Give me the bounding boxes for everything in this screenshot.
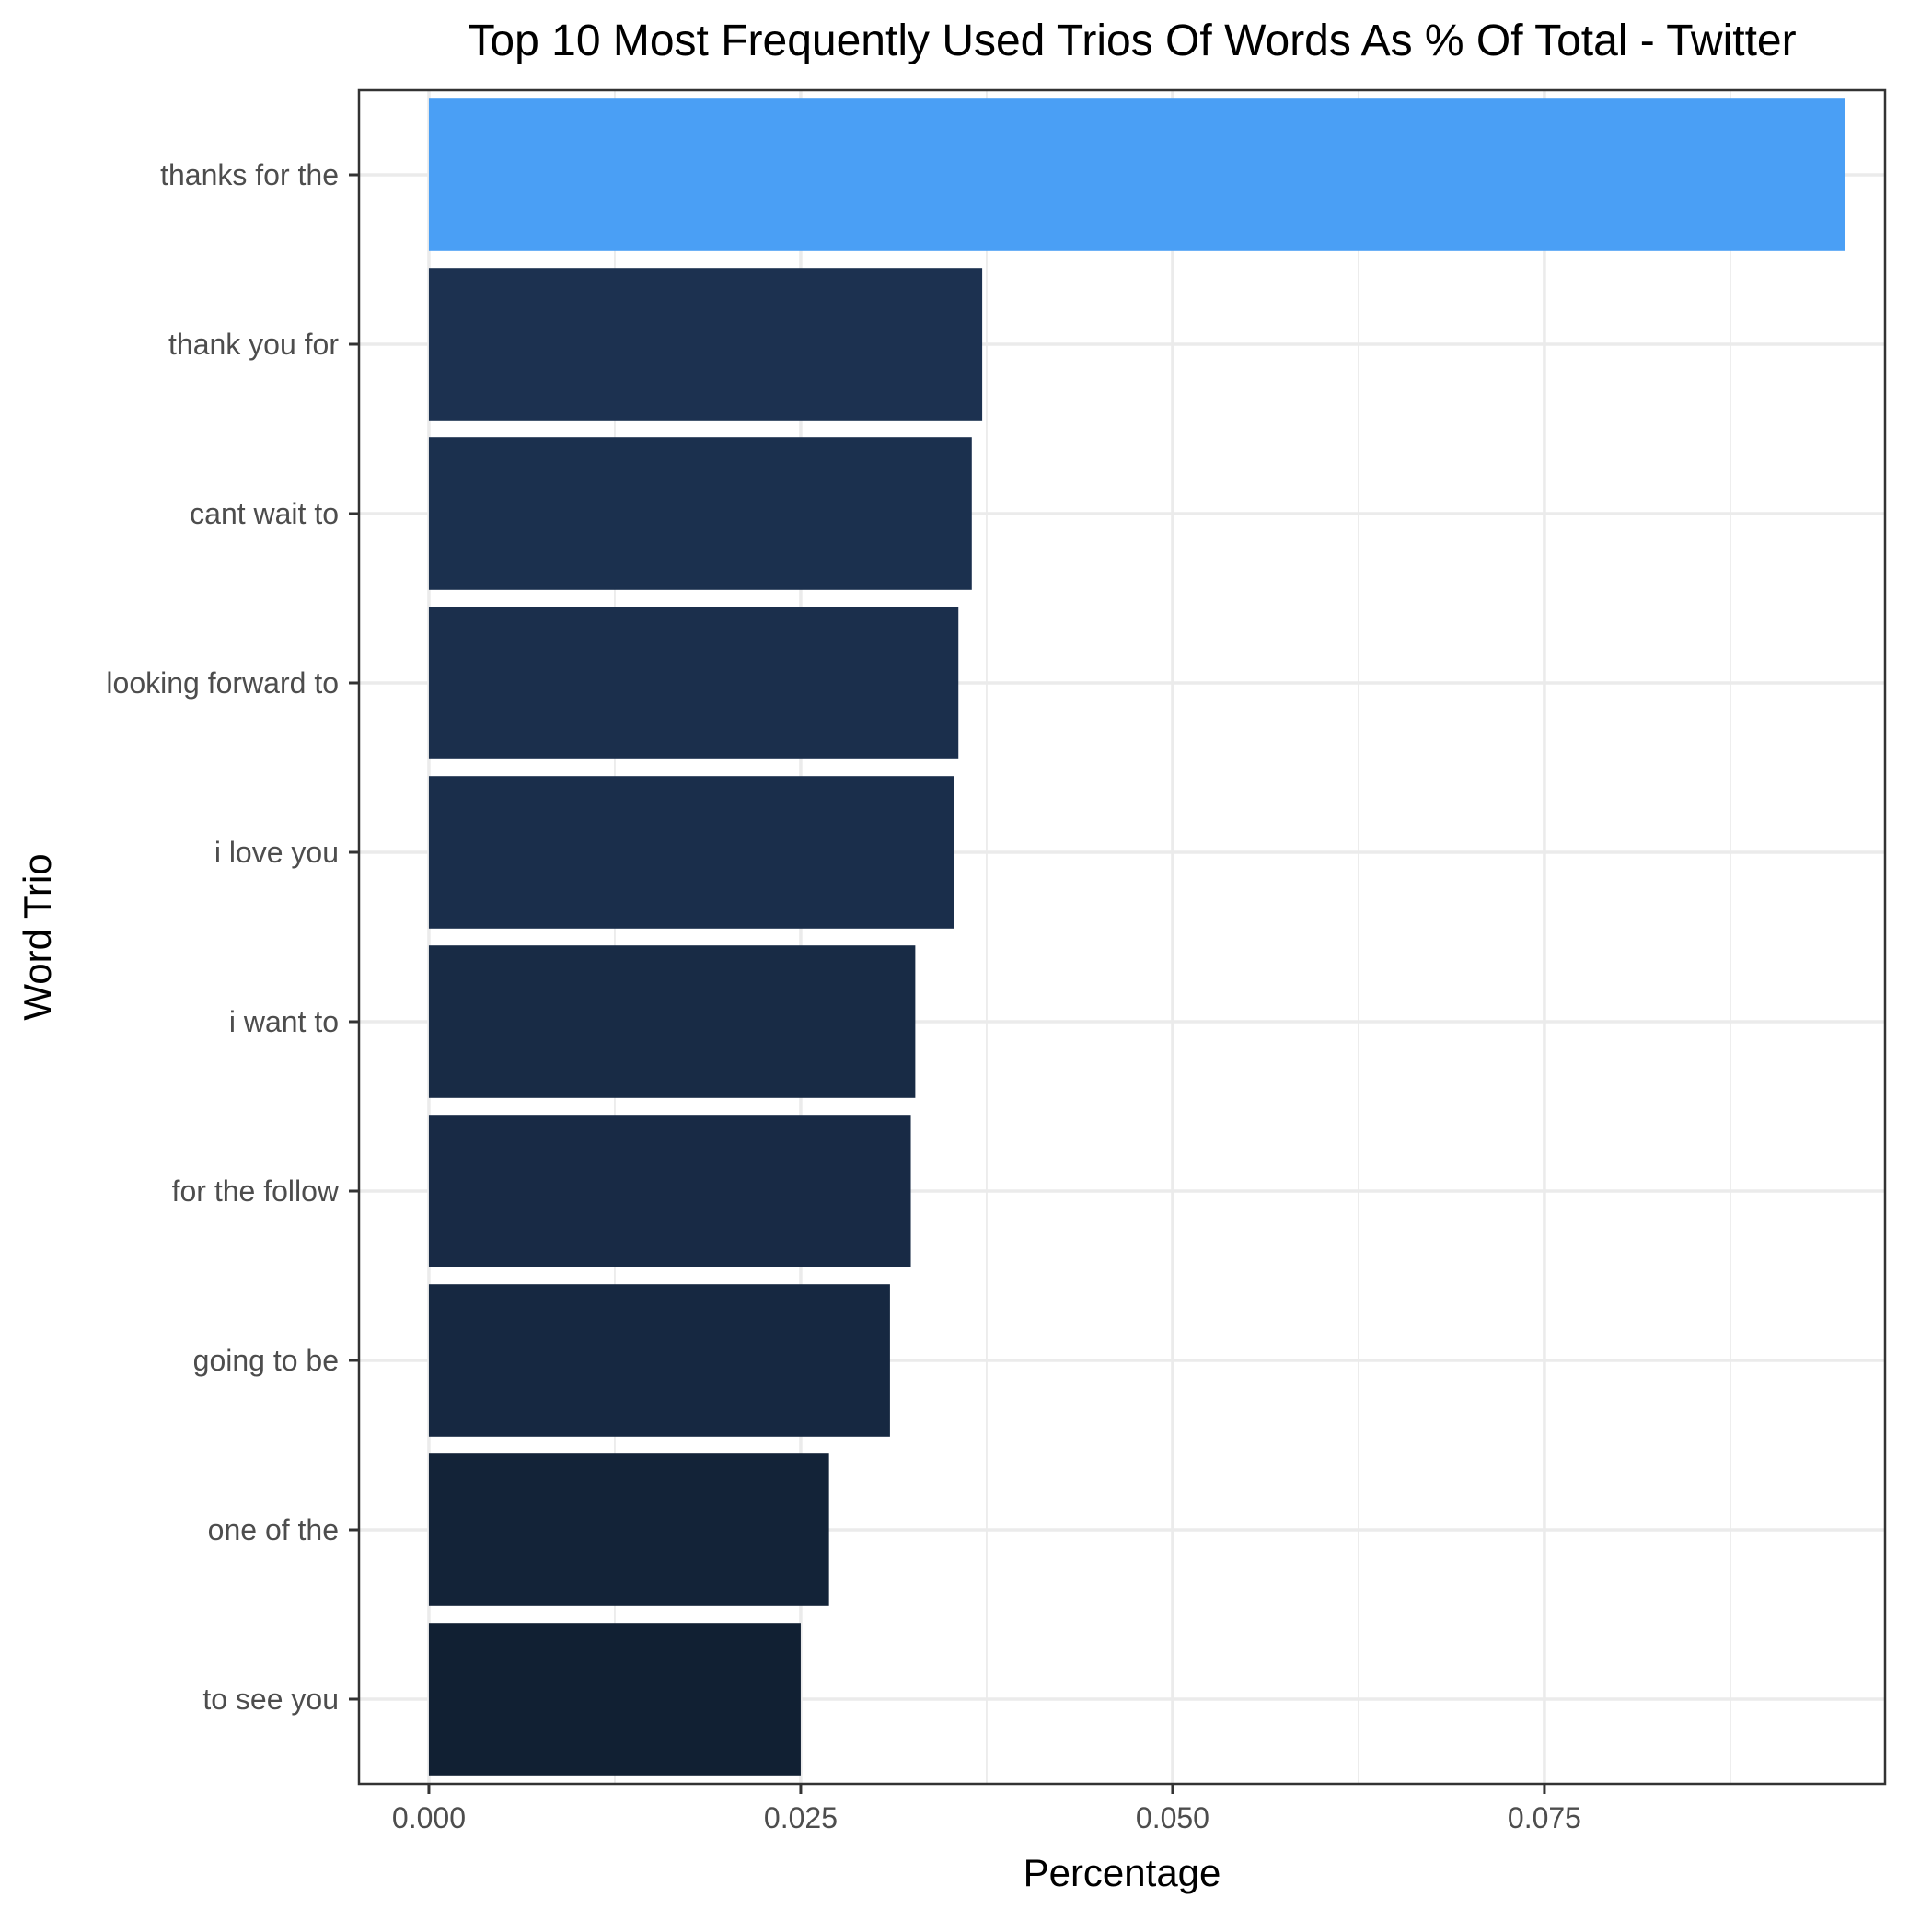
bar-thanks-for-the bbox=[428, 98, 1845, 251]
y-tick-label: thanks for the bbox=[160, 158, 339, 191]
bar-cant-wait-to bbox=[428, 437, 972, 590]
chart-title: Top 10 Most Frequently Used Trios Of Wor… bbox=[468, 17, 1796, 65]
y-axis-title: Word Trio bbox=[16, 853, 59, 1020]
x-axis: 0.000 0.025 0.050 0.075 bbox=[392, 1784, 1581, 1834]
bar-to-see-you bbox=[428, 1623, 801, 1776]
y-tick-label: thank you for bbox=[168, 328, 339, 361]
bar-i-love-you bbox=[428, 776, 954, 929]
bars bbox=[428, 98, 1845, 1776]
y-tick-label: going to be bbox=[193, 1344, 339, 1377]
x-tick-label: 0.050 bbox=[1136, 1801, 1209, 1834]
y-tick-label: i love you bbox=[214, 836, 339, 869]
y-axis: thanks for the thank you for cant wait to l… bbox=[106, 158, 359, 1716]
y-tick-label: for the follow bbox=[172, 1174, 340, 1208]
plot-panel-border bbox=[357, 88, 1887, 1786]
y-tick-label: cant wait to bbox=[190, 497, 339, 530]
bar-for-the-follow bbox=[428, 1115, 911, 1267]
bar-going-to-be bbox=[428, 1284, 890, 1437]
x-tick-label: 0.075 bbox=[1508, 1801, 1581, 1834]
x-tick-label: 0.025 bbox=[764, 1801, 838, 1834]
y-tick-label: one of the bbox=[208, 1513, 339, 1546]
x-axis-title: Percentage bbox=[1024, 1851, 1221, 1894]
bar-one-of-the bbox=[428, 1453, 829, 1606]
bar-thank-you-for bbox=[428, 268, 983, 421]
y-tick-label: i want to bbox=[229, 1005, 339, 1038]
bar-i-want-to bbox=[428, 945, 916, 1098]
x-tick-label: 0.000 bbox=[392, 1801, 466, 1834]
y-tick-label: to see you bbox=[202, 1683, 339, 1716]
y-tick-label: looking forward to bbox=[106, 666, 339, 700]
bar-looking-forward-to bbox=[428, 607, 959, 759]
